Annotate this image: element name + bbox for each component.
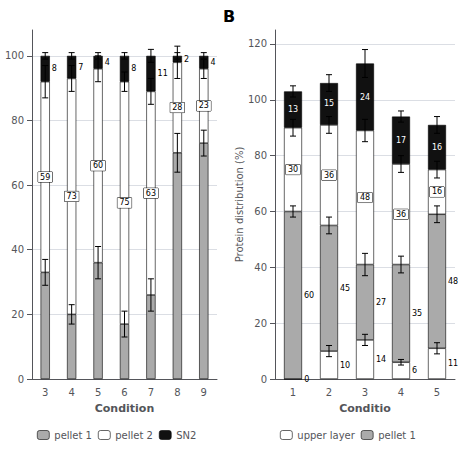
- svg-text:120: 120: [248, 38, 267, 49]
- svg-text:7: 7: [78, 63, 83, 72]
- svg-text:pellet 1: pellet 1: [378, 430, 416, 441]
- svg-text:30: 30: [288, 165, 298, 174]
- svg-text:9: 9: [201, 387, 207, 398]
- svg-text:8: 8: [174, 387, 180, 398]
- svg-text:6: 6: [121, 387, 127, 398]
- svg-text:6: 6: [412, 366, 417, 375]
- svg-text:4: 4: [68, 387, 74, 398]
- svg-text:10: 10: [340, 361, 350, 370]
- svg-text:pellet 1: pellet 1: [54, 430, 92, 441]
- svg-text:16: 16: [432, 187, 442, 196]
- svg-text:60: 60: [304, 291, 314, 300]
- svg-text:SN2: SN2: [176, 430, 196, 441]
- svg-text:pellet 2: pellet 2: [115, 430, 153, 441]
- svg-text:60: 60: [254, 206, 267, 217]
- svg-text:80: 80: [254, 150, 267, 161]
- svg-text:3: 3: [42, 387, 48, 398]
- svg-text:100: 100: [248, 94, 267, 105]
- svg-text:0: 0: [18, 374, 24, 385]
- svg-text:16: 16: [432, 143, 442, 152]
- svg-text:23: 23: [199, 101, 209, 110]
- svg-text:Condition: Condition: [95, 402, 155, 415]
- svg-text:48: 48: [448, 277, 458, 286]
- svg-text:28: 28: [172, 103, 182, 112]
- svg-text:11: 11: [448, 359, 458, 368]
- svg-text:0: 0: [304, 375, 309, 384]
- svg-text:73: 73: [67, 192, 77, 201]
- svg-text:24: 24: [360, 93, 370, 102]
- svg-text:1: 1: [290, 387, 296, 398]
- svg-text:40: 40: [11, 244, 24, 255]
- svg-text:7: 7: [148, 387, 154, 398]
- svg-text:4: 4: [398, 387, 404, 398]
- svg-text:13: 13: [288, 105, 298, 114]
- svg-text:48: 48: [360, 193, 370, 202]
- svg-text:40: 40: [254, 262, 267, 273]
- svg-text:36: 36: [324, 171, 334, 180]
- svg-text:35: 35: [412, 309, 422, 318]
- svg-text:2: 2: [326, 387, 332, 398]
- svg-text:36: 36: [396, 210, 406, 219]
- svg-text:27: 27: [376, 298, 386, 307]
- svg-text:75: 75: [119, 198, 129, 207]
- svg-text:63: 63: [146, 189, 156, 198]
- svg-text:2: 2: [184, 55, 189, 64]
- svg-text:upper layer: upper layer: [297, 430, 355, 441]
- svg-text:8: 8: [52, 64, 57, 73]
- svg-text:Conditio: Conditio: [339, 402, 391, 415]
- svg-text:3: 3: [362, 387, 368, 398]
- svg-text:4: 4: [105, 58, 110, 67]
- svg-text:5: 5: [95, 387, 101, 398]
- svg-text:60: 60: [93, 161, 103, 170]
- svg-text:45: 45: [340, 284, 350, 293]
- svg-text:59: 59: [40, 173, 50, 182]
- svg-text:14: 14: [376, 355, 386, 364]
- svg-text:100: 100: [5, 50, 24, 61]
- svg-text:8: 8: [131, 64, 136, 73]
- svg-text:20: 20: [254, 318, 267, 329]
- svg-text:Protein distribution (%): Protein distribution (%): [234, 147, 245, 263]
- svg-text:60: 60: [11, 180, 24, 191]
- svg-text:4: 4: [210, 58, 215, 67]
- svg-text:17: 17: [396, 136, 406, 145]
- svg-text:11: 11: [158, 69, 168, 78]
- svg-text:80: 80: [11, 115, 24, 126]
- svg-text:B: B: [223, 7, 235, 26]
- svg-text:20: 20: [11, 309, 24, 320]
- svg-text:0: 0: [261, 374, 267, 385]
- svg-text:5: 5: [434, 387, 440, 398]
- svg-text:15: 15: [324, 99, 334, 108]
